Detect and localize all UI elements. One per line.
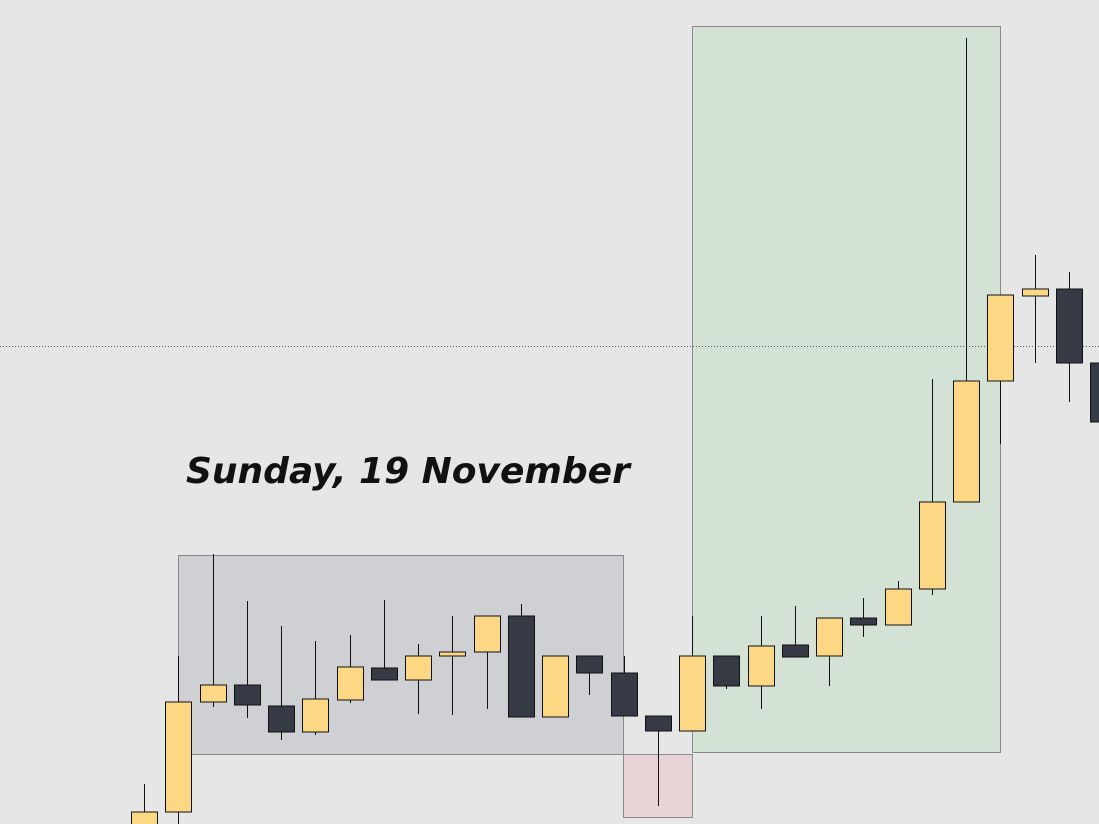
candle-body bbox=[371, 667, 398, 681]
candle-body bbox=[474, 615, 501, 653]
candle-body bbox=[816, 617, 843, 657]
candle-body bbox=[508, 615, 535, 718]
candle-body bbox=[679, 655, 706, 732]
candle-body bbox=[165, 701, 192, 813]
candle-body bbox=[234, 684, 261, 706]
candle-body bbox=[1022, 288, 1049, 297]
candle-body bbox=[200, 684, 227, 703]
candles bbox=[131, 38, 1099, 824]
candle-body bbox=[405, 655, 432, 681]
candle-body bbox=[713, 655, 740, 687]
candle-body bbox=[987, 294, 1014, 382]
candle-body bbox=[576, 655, 603, 674]
candle-body bbox=[782, 644, 809, 658]
range-zone bbox=[178, 555, 624, 755]
candle-body bbox=[268, 705, 295, 733]
candle-body bbox=[131, 811, 158, 824]
expansion-zone bbox=[692, 26, 1001, 753]
candle-body bbox=[953, 380, 980, 503]
candle-body bbox=[748, 645, 775, 687]
candle-body bbox=[919, 501, 946, 590]
candle-body bbox=[542, 655, 569, 718]
candle-body bbox=[645, 715, 672, 732]
candle-body bbox=[439, 651, 466, 657]
candle-body bbox=[1090, 362, 1099, 423]
candle-body bbox=[1056, 288, 1083, 364]
date-label: Sunday, 19 November bbox=[186, 451, 632, 492]
candle-body bbox=[850, 617, 877, 626]
candle-body bbox=[885, 588, 912, 626]
candle-body bbox=[302, 698, 329, 733]
candle-body bbox=[611, 672, 638, 717]
candle-body bbox=[337, 666, 364, 701]
